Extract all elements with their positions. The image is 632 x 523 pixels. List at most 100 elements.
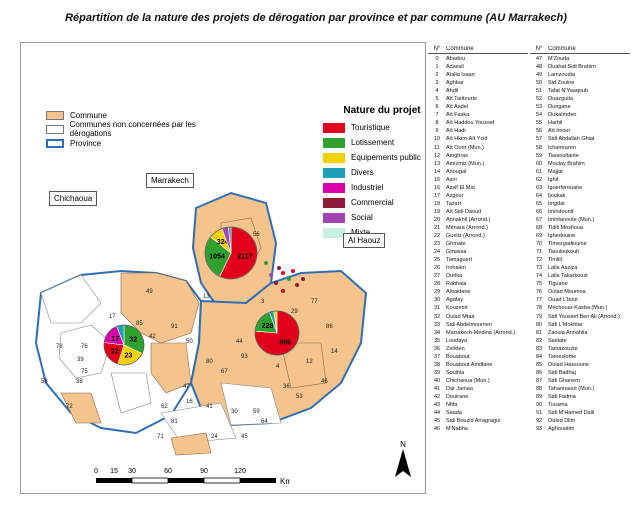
- list-item-name: Aït Aadel: [446, 104, 469, 111]
- list-item-num: 8: [435, 120, 439, 127]
- list-item-num: 50: [535, 80, 543, 87]
- list-item: 3 Aghbar: [428, 79, 528, 87]
- list-item: 50 Sid Zouine: [530, 79, 630, 87]
- list-item-name: M'Zouda: [548, 56, 570, 62]
- legend-label: Touristique: [351, 123, 390, 132]
- page-title: Répartition de la nature des projets de …: [65, 12, 567, 24]
- list-item-name: Sidi Abdelmoumen: [446, 321, 492, 328]
- list-item-name: Oulad Mtaa: [446, 313, 475, 320]
- map-number-label: 81: [171, 419, 178, 425]
- map-number-label: 38: [76, 379, 83, 385]
- list-item-num: 33: [433, 321, 441, 328]
- list-item-name: Kouzemt: [446, 305, 468, 312]
- list-item-num: 72: [535, 257, 543, 264]
- legend-item: Industriel: [323, 180, 441, 195]
- list-item-name: Souihla: [446, 369, 465, 376]
- list-item: 13 Amizmiz (Mun.): [428, 160, 528, 168]
- list-item-name: Douirane: [446, 393, 469, 400]
- list-item-num: 16: [433, 184, 441, 191]
- legend-item-non-concernees: Communes non concernées par les dérogati…: [46, 120, 236, 138]
- map-number-label: 67: [221, 369, 228, 375]
- legend-label: Mixte: [351, 228, 370, 237]
- list-item: 58 Ichamraren: [530, 144, 630, 152]
- list-item: 52 Ouazguita: [530, 95, 630, 103]
- list-item: 9 Aït Hadi: [428, 127, 528, 135]
- list-item-num: 12: [433, 152, 441, 159]
- legend-item: Equipements public: [323, 150, 441, 165]
- map-number-label: 44: [236, 339, 243, 345]
- list-item: 80 Sidi L'Mokhtar: [530, 321, 630, 329]
- map-number-label: 71: [157, 434, 164, 440]
- list-item-num: 9: [435, 128, 439, 135]
- list-item-name: Ighedouine: [548, 233, 576, 240]
- list-item: 25 Tamaguert: [428, 256, 528, 264]
- list-item-name: Aït Ourir (Mun.): [446, 144, 484, 151]
- legend-label: Industriel: [351, 183, 384, 192]
- list-item: 31 Kouzemt: [428, 304, 528, 312]
- list-item: 30 Agafay: [428, 296, 528, 304]
- legend-item: Touristique: [323, 120, 441, 135]
- list-item-num: 73: [535, 265, 543, 272]
- pie-slice-label: 32: [129, 337, 137, 344]
- scale-bar: 0 15 30 60 90 120 Km: [90, 462, 292, 492]
- list-item-name: Adassil: [446, 64, 464, 71]
- list-item-name: Bouabout: [446, 353, 470, 360]
- list-item: 65 Imgdal: [530, 200, 630, 208]
- list-item: 70 Timezgadiouine: [530, 240, 630, 248]
- map-number-label: 16: [186, 399, 193, 405]
- list-item-name: Oulad Moumna: [548, 289, 586, 296]
- list-item-num: 43: [433, 402, 441, 409]
- list-item-num: 17: [433, 192, 441, 199]
- callout-al-haouz: Al Haouz: [343, 233, 386, 248]
- scale-tick-label: 60: [164, 468, 172, 475]
- list-item-name: Ouled Dlim: [548, 418, 576, 425]
- list-item: 66 Imindounit: [530, 208, 630, 216]
- map-number-label: 24: [211, 434, 218, 440]
- list-item-num: 60: [535, 160, 543, 167]
- list-item-name: Touama: [548, 402, 568, 409]
- legend-swatch: [46, 124, 64, 134]
- map-number-label: 41: [206, 404, 213, 410]
- list-item-num: 71: [535, 249, 543, 256]
- pie-slice-label: 1054: [209, 254, 225, 261]
- pie-slice-label: 2117: [237, 254, 252, 261]
- list-item-num: 87: [535, 377, 543, 384]
- pie-chichaoua: 32 23 22 17: [103, 324, 145, 366]
- map-number-label: 59: [253, 409, 260, 415]
- legend-label: Commune: [70, 110, 107, 120]
- north-arrow: N: [393, 440, 413, 480]
- list-item: 32 Oulad Mtaa: [428, 313, 528, 321]
- list-item-name: Lalla Takarkoust: [548, 273, 588, 280]
- list-item: 86 Sidi Badhaj: [530, 369, 630, 377]
- map-number-label: 78: [56, 344, 63, 350]
- map-number-label: 12: [306, 359, 313, 365]
- list-item-name: Agafay: [446, 297, 464, 304]
- list-item: 90 Touama: [530, 401, 630, 409]
- list-item-num: 5: [435, 96, 439, 103]
- list-item-num: 83: [535, 345, 543, 352]
- list-item-num: 1: [435, 64, 439, 71]
- list-item-name: Chichaoua (Mun.): [446, 377, 490, 384]
- commune-list-column-1: N° Commune 0 Abadou 1 Adassil 2 Aïalla Isaan 3 A…: [428, 46, 528, 433]
- list-item-num: 44: [433, 410, 441, 417]
- list-item-num: 84: [535, 353, 543, 360]
- list-item: 43 Nfifa: [428, 401, 528, 409]
- legend-item: Lotissement: [323, 135, 441, 150]
- list-item-name: Méchouar-Kasba (Mun.): [548, 305, 608, 312]
- legend-commune: Commune Communes non concernées par les …: [46, 108, 236, 150]
- legend-label: Divers: [351, 168, 374, 177]
- map-frame: 4976178542917839385831757262718147168041…: [20, 42, 426, 494]
- legend-item: Social: [323, 210, 441, 225]
- list-item-num: 82: [535, 337, 543, 344]
- legend-label: Communes non concernées par les dérogati…: [69, 120, 196, 138]
- list-item-num: 6: [435, 104, 439, 111]
- map-number-label: 86: [326, 324, 333, 330]
- list-item-num: 14: [433, 168, 441, 175]
- callout-chichaoua: Chichaoua: [49, 191, 98, 206]
- list-item: 85 Oulad Hassoune: [530, 361, 630, 369]
- list-item-num: 49: [535, 72, 543, 79]
- scale-tick-label: 90: [200, 468, 208, 475]
- list-item-num: 29: [433, 289, 441, 296]
- list-item: 93 Aghouatim: [530, 425, 630, 433]
- list-item-name: Zaouia Annahlia: [548, 329, 588, 336]
